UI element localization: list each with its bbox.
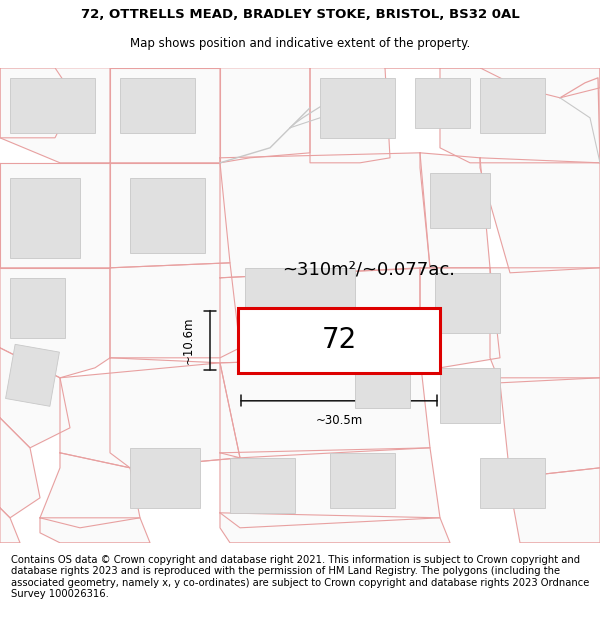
Text: ~310m²/~0.077ac.: ~310m²/~0.077ac.	[283, 261, 455, 279]
Polygon shape	[5, 344, 59, 406]
Bar	[238, 308, 440, 372]
Polygon shape	[60, 362, 240, 468]
Bar	[230, 458, 295, 512]
Bar	[10, 78, 95, 132]
Polygon shape	[220, 152, 430, 278]
Polygon shape	[0, 348, 70, 448]
Polygon shape	[420, 268, 500, 368]
Polygon shape	[220, 268, 420, 362]
Bar	[415, 78, 470, 128]
Polygon shape	[510, 468, 600, 542]
Polygon shape	[220, 512, 450, 542]
Bar	[120, 78, 195, 132]
Polygon shape	[110, 68, 220, 162]
Bar	[330, 452, 395, 508]
Polygon shape	[110, 357, 240, 468]
Bar	[10, 278, 65, 338]
Polygon shape	[220, 448, 440, 528]
Bar	[435, 272, 500, 332]
Polygon shape	[220, 357, 430, 457]
Polygon shape	[0, 508, 20, 542]
Polygon shape	[220, 68, 310, 162]
Text: Map shows position and indicative extent of the property.: Map shows position and indicative extent…	[130, 37, 470, 49]
Text: ~30.5m: ~30.5m	[316, 414, 362, 428]
Polygon shape	[0, 418, 40, 518]
Polygon shape	[420, 152, 490, 268]
Polygon shape	[490, 268, 600, 382]
Text: Contains OS data © Crown copyright and database right 2021. This information is : Contains OS data © Crown copyright and d…	[11, 554, 589, 599]
Text: 72: 72	[322, 326, 356, 354]
Polygon shape	[310, 68, 390, 162]
Polygon shape	[0, 68, 75, 138]
Bar	[320, 78, 395, 138]
Bar	[440, 368, 500, 423]
Polygon shape	[0, 68, 110, 162]
Bar	[245, 268, 355, 348]
Polygon shape	[110, 162, 230, 268]
Polygon shape	[40, 518, 150, 542]
Bar	[480, 78, 545, 132]
Bar	[10, 177, 80, 258]
Polygon shape	[480, 158, 600, 272]
Bar	[130, 448, 200, 508]
Text: 72, OTTRELLS MEAD, BRADLEY STOKE, BRISTOL, BS32 0AL: 72, OTTRELLS MEAD, BRADLEY STOKE, BRISTO…	[80, 8, 520, 21]
Polygon shape	[385, 68, 600, 98]
Polygon shape	[500, 378, 600, 478]
Text: ~10.6m: ~10.6m	[182, 316, 194, 364]
Polygon shape	[440, 68, 600, 162]
Polygon shape	[110, 262, 240, 358]
Polygon shape	[0, 162, 110, 268]
Bar	[430, 173, 490, 228]
Bar	[130, 177, 205, 252]
Polygon shape	[40, 452, 140, 528]
Polygon shape	[0, 268, 110, 378]
Bar	[355, 362, 410, 408]
Bar	[480, 458, 545, 508]
